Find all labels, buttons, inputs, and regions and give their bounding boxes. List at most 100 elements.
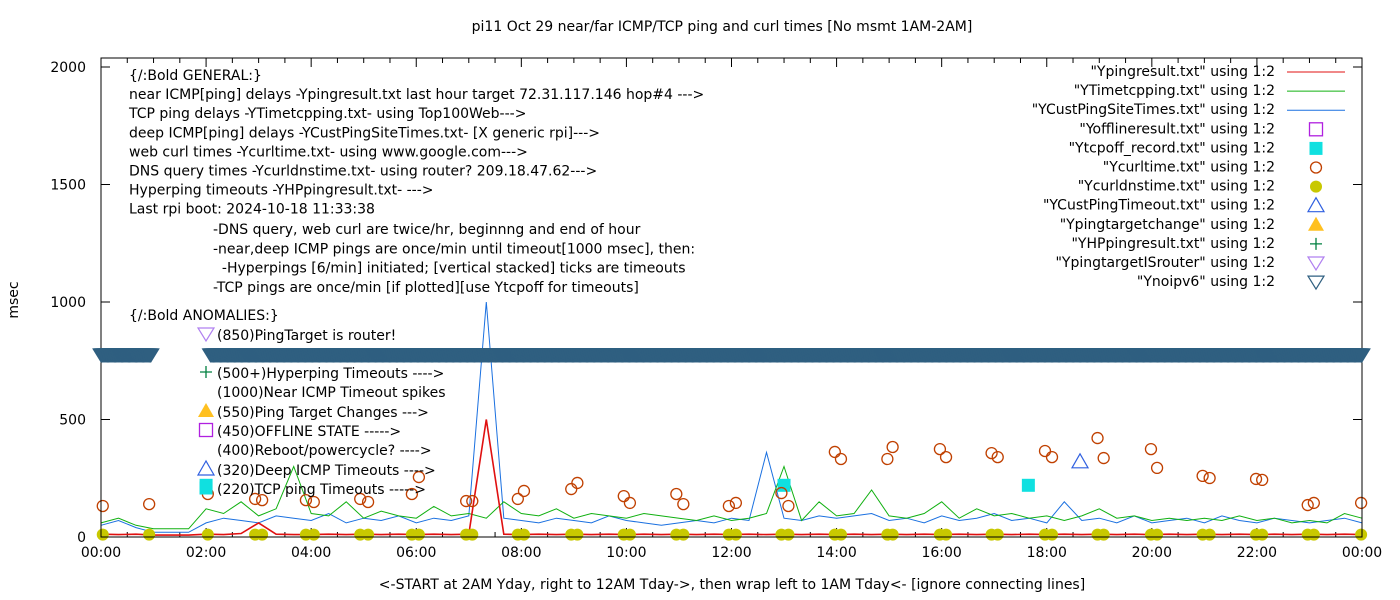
- legend-marker-open-square: [1308, 122, 1324, 137]
- point-filled-circle: [1307, 528, 1320, 541]
- anomaly-legend-text: (550)Ping Target Changes --->: [217, 405, 429, 421]
- y-tick-label: 2000: [50, 60, 86, 76]
- legend-entry-label: "Ynoipv6" using 1:2: [1137, 274, 1275, 290]
- anomaly-marker-filled-triangle-up: [198, 403, 214, 417]
- detail-note-line: -DNS query, web curl are twice/hr, begin…: [213, 222, 641, 238]
- legend-entry-label: "YpingtargetISrouter" using 1:2: [1055, 255, 1275, 271]
- point-filled-circle: [362, 528, 375, 541]
- point-open-circle: [1354, 496, 1368, 510]
- legend-entry-label: "YTimetcpping.txt" using 1:2: [1074, 83, 1275, 99]
- legend-entry-label: "Ycurldnstime.txt" using 1:2: [1078, 179, 1275, 195]
- y-axis-label: msec: [6, 281, 22, 318]
- legend-marker-filled-circle: [1310, 180, 1322, 193]
- anomaly-legend-text: (1000)Near ICMP Timeout spikes: [217, 385, 446, 401]
- chart-title: pi11 Oct 29 near/far ICMP/TCP ping and c…: [472, 19, 973, 35]
- point-open-circle: [1256, 473, 1269, 487]
- point-open-circle: [729, 496, 743, 510]
- legend-marker-plus: [1310, 237, 1322, 250]
- point-filled-circle: [517, 528, 530, 541]
- general-note-line: web curl times -Ycurltime.txt- using www…: [129, 144, 528, 160]
- point-open-circle: [1196, 469, 1209, 483]
- point-filled-circle: [412, 528, 425, 541]
- general-note-line: TCP ping delays -YTimetcpping.txt- using…: [128, 106, 526, 122]
- point-open-circle: [143, 497, 156, 511]
- point-filled-circle: [1097, 528, 1110, 541]
- anomaly-legend-text: (450)OFFLINE STATE ----->: [217, 424, 401, 440]
- point-open-circle: [412, 470, 426, 484]
- point-filled-circle: [1046, 528, 1059, 541]
- point-filled-circle: [307, 528, 320, 541]
- series-line-2: [100, 301, 1363, 533]
- x-tick-label: 12:00: [711, 545, 751, 561]
- point-filled-circle: [677, 528, 690, 541]
- legend-marker-open-circle: [1309, 161, 1323, 174]
- y-tick-label: 500: [59, 413, 86, 429]
- point-filled-circle: [256, 528, 269, 541]
- point-open-circle: [511, 492, 524, 506]
- legend-marker-open-triangle-down: [1306, 275, 1326, 291]
- point-filled-circle: [571, 528, 584, 541]
- legend-marker-filled-square: [1309, 141, 1323, 155]
- y-tick-label: 1500: [50, 178, 86, 194]
- point-open-circle: [354, 492, 367, 506]
- anomaly-marker-filled-square: [199, 481, 213, 495]
- legend-marker-filled-triangle-up: [1308, 216, 1324, 231]
- point-filled-circle: [143, 528, 156, 541]
- point-filled-circle: [466, 528, 479, 541]
- point-open-circle: [828, 445, 841, 459]
- x-tick-label: 00:00: [81, 545, 121, 561]
- point-open-circle: [1203, 471, 1216, 485]
- x-tick-label: 02:00: [186, 545, 226, 561]
- point-open-circle: [775, 486, 788, 500]
- point-filled-circle: [201, 528, 214, 541]
- point-open-circle: [405, 487, 419, 501]
- point-open-circle: [299, 493, 313, 507]
- point-open-circle: [677, 497, 690, 511]
- x-tick-label: 16:00: [921, 545, 961, 561]
- x-tick-label: 00:00: [1342, 545, 1382, 561]
- point-open-circle: [1301, 498, 1314, 512]
- general-note-line: {/:Bold GENERAL:}: [129, 68, 262, 84]
- legend-entry-label: "Ypingresult.txt" using 1:2: [1090, 64, 1275, 80]
- point-filled-square: [777, 478, 791, 492]
- anomaly-marker-open-triangle-down: [196, 327, 216, 343]
- ynoipv6-point: [1353, 348, 1371, 363]
- point-open-circle: [466, 494, 479, 508]
- point-filled-circle: [940, 528, 953, 541]
- point-filled-circle: [834, 528, 847, 541]
- point-open-circle: [991, 450, 1004, 464]
- point-open-circle: [985, 446, 998, 460]
- point-filled-circle: [991, 528, 1004, 541]
- point-filled-circle: [1355, 528, 1368, 541]
- point-filled-circle: [1151, 528, 1164, 541]
- x-tick-label: 04:00: [291, 545, 331, 561]
- point-open-triangle-up: [1070, 452, 1090, 469]
- point-open-circle: [248, 492, 262, 506]
- anomalies-title: {/:Bold ANOMALIES:}: [129, 308, 279, 324]
- point-open-circle: [670, 487, 683, 501]
- x-axis-label: <-START at 2AM Yday, right to 12AM Tday-…: [379, 577, 1085, 593]
- point-open-circle: [834, 452, 848, 466]
- point-filled-circle: [96, 528, 109, 541]
- series-line-1: [100, 464, 1363, 530]
- detail-note-line: -TCP pings are once/min [if plotted][use…: [213, 280, 639, 296]
- x-tick-label: 10:00: [606, 545, 646, 561]
- legend-marker-open-triangle-down: [1306, 256, 1326, 272]
- point-open-circle: [1038, 444, 1052, 458]
- general-note-line: DNS query times -Ycurldnstime.txt- using…: [129, 164, 597, 180]
- anomaly-legend-text: (850)PingTarget is router!: [217, 328, 396, 344]
- y-tick-label: 0: [77, 530, 86, 546]
- general-note-line: near ICMP[ping] delays -Ypingresult.txt …: [129, 87, 704, 103]
- point-open-circle: [1249, 472, 1263, 486]
- x-tick-label: 20:00: [1132, 545, 1172, 561]
- point-open-circle: [1144, 442, 1158, 456]
- legend-entry-label: "Yofflineresult.txt" using 1:2: [1079, 121, 1275, 137]
- plot-area: [96, 58, 1368, 541]
- anomaly-legend-text: (220)TCP ping Timeouts ----->: [217, 482, 426, 498]
- point-filled-circle: [782, 528, 795, 541]
- anomaly-legend-text: (320)Deep ICMP Timeouts ---->: [217, 463, 436, 479]
- general-note-line: Hyperping timeouts -YHPpingresult.txt- -…: [129, 183, 434, 199]
- plot-border: [100, 57, 1363, 538]
